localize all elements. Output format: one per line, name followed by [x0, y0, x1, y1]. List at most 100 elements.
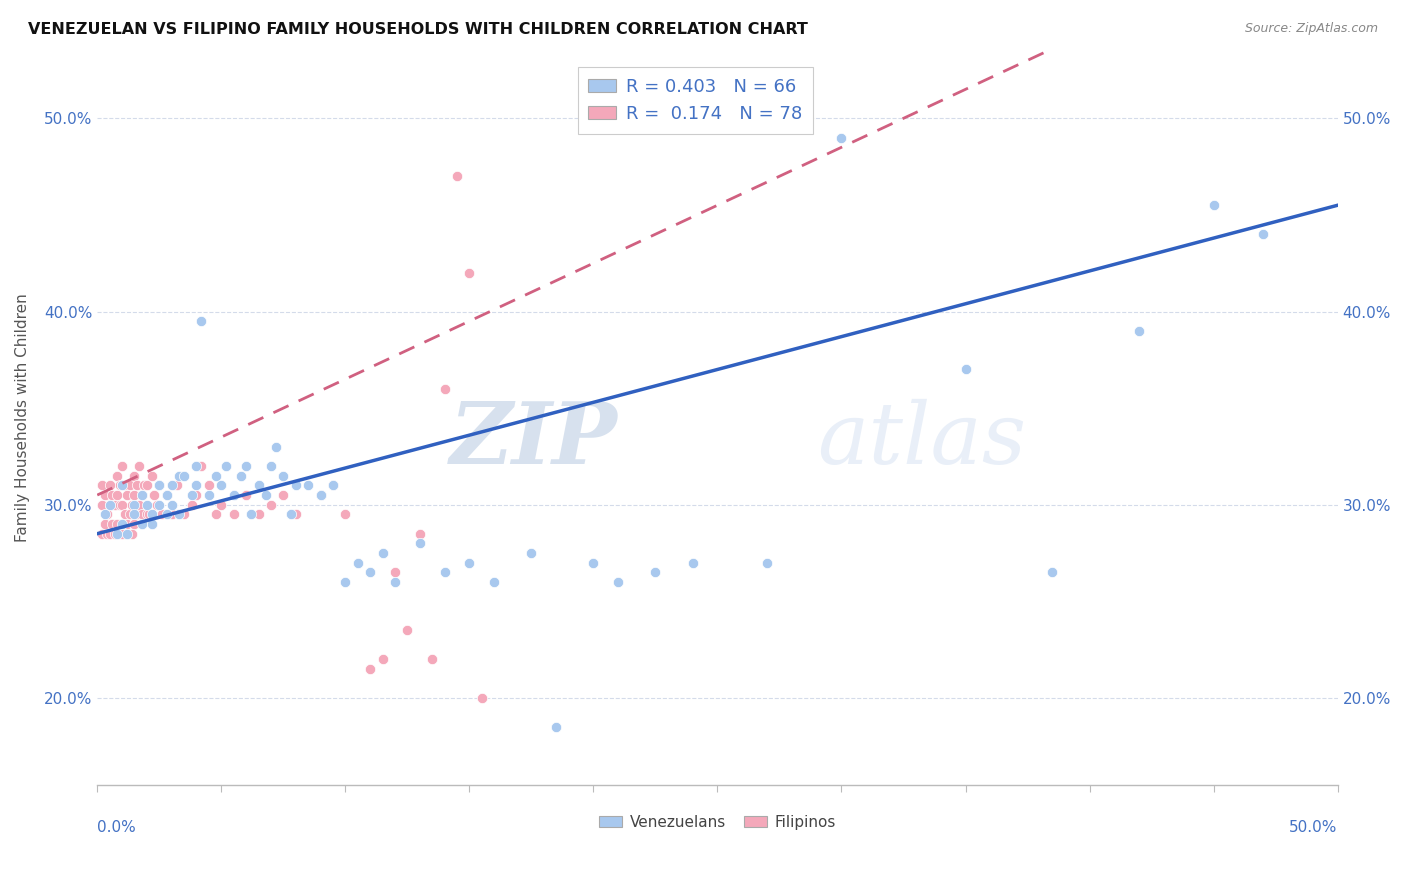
- Point: [121, 526, 143, 541]
- Point: [98, 526, 121, 541]
- Point: [1128, 324, 1150, 338]
- Point: [284, 508, 307, 522]
- Point: [433, 566, 456, 580]
- Point: [359, 662, 381, 676]
- Point: [124, 468, 146, 483]
- Point: [160, 478, 183, 492]
- Point: [108, 478, 131, 492]
- Point: [105, 468, 128, 483]
- Point: [520, 546, 543, 560]
- Text: 0.0%: 0.0%: [97, 820, 136, 835]
- Point: [955, 362, 977, 376]
- Point: [148, 478, 170, 492]
- Point: [128, 498, 150, 512]
- Point: [384, 566, 406, 580]
- Point: [335, 508, 357, 522]
- Point: [160, 508, 183, 522]
- Point: [420, 652, 443, 666]
- Point: [111, 498, 134, 512]
- Point: [124, 516, 146, 531]
- Point: [131, 488, 153, 502]
- Point: [830, 130, 852, 145]
- Point: [322, 478, 344, 492]
- Point: [150, 508, 173, 522]
- Point: [138, 508, 160, 522]
- Point: [104, 526, 127, 541]
- Point: [1202, 198, 1225, 212]
- Point: [125, 478, 148, 492]
- Point: [682, 556, 704, 570]
- Point: [114, 508, 136, 522]
- Point: [111, 478, 134, 492]
- Point: [209, 478, 232, 492]
- Point: [322, 478, 344, 492]
- Point: [471, 690, 494, 705]
- Point: [186, 478, 208, 492]
- Point: [115, 526, 138, 541]
- Point: [91, 526, 114, 541]
- Point: [105, 488, 128, 502]
- Point: [111, 516, 134, 531]
- Point: [271, 468, 294, 483]
- Point: [141, 468, 163, 483]
- Point: [111, 459, 134, 474]
- Point: [240, 508, 263, 522]
- Point: [190, 314, 212, 328]
- Point: [280, 508, 302, 522]
- Point: [458, 556, 481, 570]
- Point: [148, 498, 170, 512]
- Point: [114, 478, 136, 492]
- Point: [143, 488, 166, 502]
- Point: [235, 459, 257, 474]
- Point: [101, 516, 124, 531]
- Point: [146, 498, 169, 512]
- Point: [222, 508, 245, 522]
- Point: [384, 574, 406, 589]
- Point: [156, 488, 179, 502]
- Point: [167, 468, 190, 483]
- Point: [108, 498, 131, 512]
- Point: [205, 508, 228, 522]
- Point: [135, 498, 157, 512]
- Point: [124, 488, 146, 502]
- Point: [115, 516, 138, 531]
- Point: [121, 498, 143, 512]
- Point: [1040, 566, 1063, 580]
- Point: [131, 488, 153, 502]
- Point: [96, 526, 118, 541]
- Point: [131, 508, 153, 522]
- Legend: Venezuelans, Filipinos: Venezuelans, Filipinos: [593, 809, 842, 836]
- Text: Source: ZipAtlas.com: Source: ZipAtlas.com: [1244, 22, 1378, 36]
- Point: [260, 459, 283, 474]
- Point: [264, 440, 287, 454]
- Point: [167, 508, 190, 522]
- Point: [111, 478, 134, 492]
- Point: [156, 508, 179, 522]
- Text: VENEZUELAN VS FILIPINO FAMILY HOUSEHOLDS WITH CHILDREN CORRELATION CHART: VENEZUELAN VS FILIPINO FAMILY HOUSEHOLDS…: [28, 22, 808, 37]
- Point: [166, 478, 188, 492]
- Point: [156, 488, 179, 502]
- Point: [446, 169, 468, 184]
- Point: [104, 498, 127, 512]
- Point: [1251, 227, 1274, 242]
- Point: [93, 516, 115, 531]
- Point: [546, 720, 568, 734]
- Text: 50.0%: 50.0%: [1289, 820, 1337, 835]
- Point: [482, 574, 505, 589]
- Point: [135, 508, 157, 522]
- Point: [260, 498, 283, 512]
- Point: [91, 498, 114, 512]
- Point: [359, 566, 381, 580]
- Point: [582, 556, 605, 570]
- Point: [101, 488, 124, 502]
- Point: [209, 498, 232, 512]
- Point: [128, 459, 150, 474]
- Point: [134, 478, 156, 492]
- Point: [271, 488, 294, 502]
- Point: [125, 508, 148, 522]
- Point: [118, 478, 141, 492]
- Point: [231, 468, 253, 483]
- Point: [205, 468, 228, 483]
- Point: [93, 508, 115, 522]
- Point: [173, 508, 195, 522]
